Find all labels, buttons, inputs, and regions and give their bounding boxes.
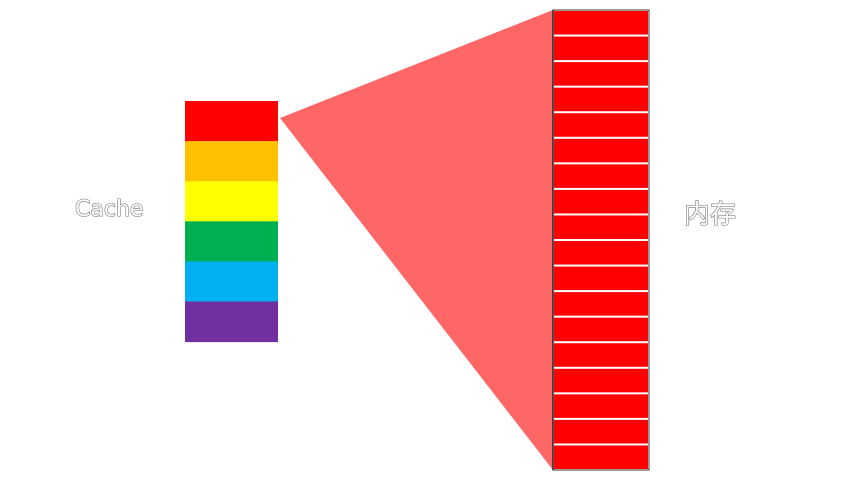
memory-stack [552,9,650,471]
cache-block [185,301,278,343]
memory-block [554,113,648,137]
memory-block [554,62,648,86]
memory-frame [552,9,650,471]
memory-block [554,87,648,112]
memory-block [554,138,648,163]
mapping-triangle [280,10,553,470]
memory-block [554,189,648,214]
memory-block [554,343,648,367]
cache-stack [185,101,278,343]
cache-block [185,181,278,222]
memory-block [554,394,648,418]
memory-block [554,11,648,35]
memory-block [554,292,648,316]
memory-block [554,419,648,444]
memory-block [554,445,648,469]
cache-block [185,221,278,262]
memory-block [554,241,648,265]
memory-block [554,215,648,239]
memory-block [554,36,648,61]
memory-block [554,266,648,291]
memory-label: 内存 [684,200,736,230]
memory-block [554,368,648,393]
cache-label: Cache [75,197,143,222]
cache-block [185,141,278,182]
cache-block [185,261,278,302]
cache-block [185,101,278,142]
memory-block [554,164,648,188]
memory-block [554,317,648,342]
